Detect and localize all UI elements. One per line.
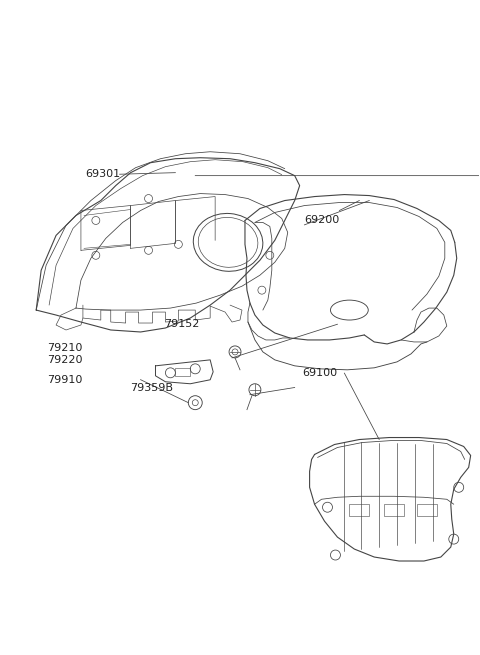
- Text: 79910: 79910: [47, 375, 82, 384]
- Text: 69301: 69301: [85, 169, 120, 179]
- Text: 69100: 69100: [302, 368, 337, 378]
- Text: 79359B: 79359B: [130, 383, 173, 392]
- Text: 69200: 69200: [304, 215, 340, 225]
- Text: 79210: 79210: [47, 343, 82, 353]
- Bar: [175, 368, 190, 376]
- Text: 79152: 79152: [164, 319, 199, 329]
- Text: 79220: 79220: [47, 355, 82, 365]
- Bar: [417, 504, 437, 516]
- Bar: [349, 504, 369, 516]
- Bar: [384, 504, 404, 516]
